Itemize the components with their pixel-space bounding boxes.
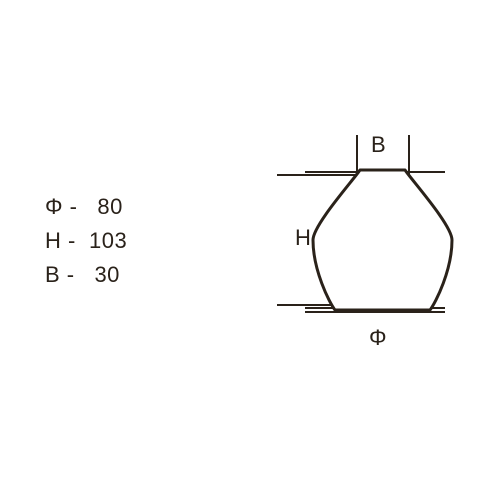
svg-text:H: H [295, 225, 311, 250]
legend-row-phi: Φ - 80 [45, 190, 127, 224]
legend-text: H - 103 [45, 228, 127, 253]
dimension-diagram: B H Φ [265, 125, 465, 355]
svg-text:B: B [371, 132, 386, 157]
svg-text:Φ: Φ [369, 325, 387, 350]
legend-row-b: B - 30 [45, 258, 127, 292]
legend-row-h: H - 103 [45, 224, 127, 258]
legend-text: B - 30 [45, 262, 120, 287]
legend-text: Φ - 80 [45, 194, 123, 219]
dimension-legend: Φ - 80 H - 103 B - 30 [45, 190, 127, 292]
